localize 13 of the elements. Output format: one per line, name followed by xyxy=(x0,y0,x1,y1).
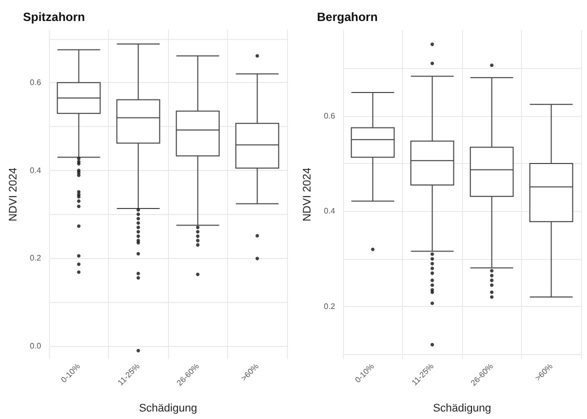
y-axis-title: NDVI 2024 xyxy=(8,168,20,222)
chart-title: Bergahorn xyxy=(317,10,378,24)
y-tick-label: 0.6 xyxy=(324,111,336,120)
x-axis-title: Schädigung xyxy=(138,402,198,414)
y-tick-label: 0.6 xyxy=(30,78,42,88)
y-tick-label: 0.2 xyxy=(324,302,336,312)
y-tick-label: 0.0 xyxy=(30,341,42,350)
chart-title: Spitzahorn xyxy=(23,10,85,24)
y-tick-label: 0.4 xyxy=(324,206,336,216)
y-tick-label: 0.4 xyxy=(30,166,42,175)
y-tick-label: 0.2 xyxy=(30,254,42,263)
y-axis-title: NDVI 2024 xyxy=(302,168,314,222)
x-axis-title: Schädigung xyxy=(432,402,492,414)
